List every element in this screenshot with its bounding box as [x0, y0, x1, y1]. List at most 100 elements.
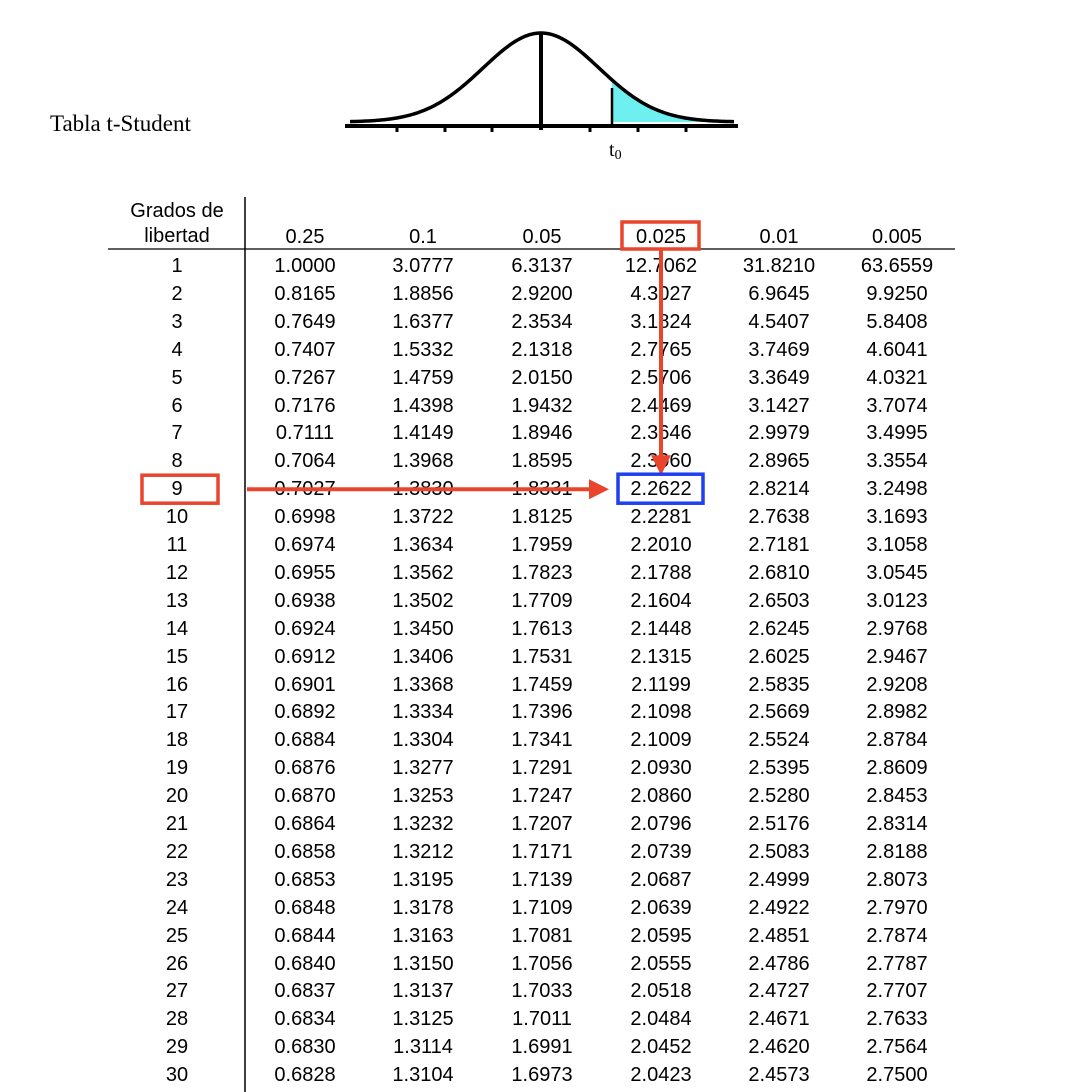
table-cell: 1.5332: [392, 338, 454, 361]
table-cell: 0.6998: [274, 506, 336, 529]
df-cell: 9: [171, 478, 183, 501]
table-cell: 3.1824: [630, 310, 692, 333]
table-cell: 1.3722: [392, 506, 454, 529]
df-cell: 27: [165, 980, 189, 1003]
table-cell: 2.7970: [866, 896, 928, 919]
table-cell: 2.2010: [630, 534, 692, 556]
df-cell: 22: [165, 840, 189, 863]
table-cell: 1.7109: [511, 896, 573, 919]
table-cell: 3.3649: [748, 366, 810, 389]
table-cell: 2.2622: [630, 478, 692, 501]
table-cell: 4.0321: [866, 366, 928, 389]
table-cell: 1.4398: [392, 394, 454, 417]
df-cell: 16: [165, 673, 189, 696]
table-cell: 2.8784: [866, 729, 928, 752]
table-cell: 2.1318: [511, 338, 573, 361]
table-cell: 1.3104: [392, 1064, 454, 1087]
table-cell: 3.7469: [748, 338, 810, 361]
table-cell: 2.9467: [866, 645, 928, 668]
table-cell: 2.4469: [630, 394, 692, 417]
table-cell: 1.4149: [392, 422, 454, 445]
column-header: 0.01: [759, 226, 799, 248]
table-cell: 0.6876: [274, 757, 336, 780]
table-cell: 0.7111: [275, 422, 335, 445]
column-header: 0.025: [635, 226, 687, 248]
table-cell: 3.0777: [392, 255, 454, 277]
table-cell: 2.5669: [748, 701, 810, 724]
table-cell: 0.6828: [274, 1064, 336, 1087]
df-header-line-2: libertad: [144, 225, 210, 247]
table-cell: 1.8856: [392, 282, 454, 305]
table-cell: 2.0452: [630, 1036, 692, 1059]
table-cell: 4.6041: [866, 338, 928, 361]
table-cell: 0.8165: [274, 282, 336, 305]
table-cell: 0.7267: [274, 366, 336, 389]
table-cell: 2.1604: [630, 589, 692, 612]
table-cell: 2.3646: [630, 422, 692, 445]
table-cell: 2.8314: [866, 813, 928, 835]
table-cell: 2.9208: [866, 673, 928, 696]
df-cell: 29: [165, 1036, 189, 1059]
table-cell: 0.6924: [274, 617, 336, 640]
table-cell: 2.4786: [748, 952, 810, 975]
table-cell: 1.7291: [511, 757, 573, 780]
table-cell: 1.7613: [511, 617, 573, 640]
table-cell: 9.9250: [866, 282, 928, 305]
table-cell: 1.3502: [392, 589, 454, 612]
table-cell: 0.6892: [274, 701, 336, 724]
df-cell: 21: [165, 813, 189, 835]
table-cell: 2.4922: [748, 896, 810, 919]
t0-label-main: t: [609, 139, 615, 161]
table-cell: 1.6973: [511, 1064, 573, 1087]
df-header-line-1: Grados de: [130, 200, 224, 222]
table-cell: 2.6503: [748, 589, 810, 612]
df-cell: 14: [165, 617, 189, 640]
table-cell: 1.7341: [511, 729, 573, 752]
table-cell: 1.7207: [511, 813, 573, 835]
page-title: Tabla t-Student: [50, 111, 191, 136]
table-cell: 3.0545: [866, 561, 928, 584]
table-cell: 2.0639: [630, 896, 692, 919]
table-cell: 1.3304: [392, 729, 454, 752]
df-cell: 23: [165, 868, 189, 891]
table-cell: 1.7033: [511, 980, 573, 1003]
table-cell: 3.1427: [748, 394, 810, 417]
table-cell: 2.3060: [630, 450, 692, 473]
t0-label-subscript: 0: [614, 148, 622, 163]
table-cell: 1.3830: [392, 478, 454, 501]
table-cell: 2.1009: [630, 729, 692, 752]
table-cell: 0.6837: [274, 980, 336, 1003]
table-cell: 0.6901: [274, 673, 336, 696]
table-cell: 2.1199: [631, 673, 691, 696]
table-cell: 2.6025: [748, 645, 810, 668]
table-cell: 1.7171: [511, 840, 573, 863]
table-cell: 2.9200: [511, 282, 573, 305]
table-cell: 2.7181: [748, 534, 810, 556]
table-cell: 3.1058: [866, 534, 928, 556]
table-cell: 1.6991: [511, 1036, 573, 1059]
table-cell: 0.6834: [274, 1008, 336, 1031]
table-cell: 2.5083: [748, 840, 810, 863]
table-cell: 2.7707: [866, 980, 928, 1003]
table-cell: 1.3406: [392, 645, 454, 668]
df-cell: 5: [171, 366, 183, 389]
table-cell: 0.6853: [274, 868, 336, 891]
table-cell: 63.6559: [860, 255, 934, 277]
table-cell: 1.8595: [511, 450, 573, 473]
table-cell: 2.7765: [630, 338, 692, 361]
table-cell: 1.7959: [511, 534, 573, 556]
table-cell: 1.3114: [393, 1036, 453, 1059]
table-cell: 0.6955: [274, 561, 336, 584]
column-header: 0.05: [522, 226, 562, 248]
df-cell: 8: [171, 450, 183, 473]
df-cell: 6: [171, 394, 183, 417]
table-cell: 0.6974: [274, 534, 336, 556]
table-cell: 2.1315: [630, 645, 692, 668]
table-cell: 0.7064: [274, 450, 336, 473]
table-cell: 1.3178: [392, 896, 454, 919]
table-cell: 2.0930: [630, 757, 692, 780]
table-cell: 2.8965: [748, 450, 810, 473]
table-cell: 1.7056: [511, 952, 573, 975]
table-cell: 1.3150: [392, 952, 454, 975]
table-cell: 1.3195: [392, 868, 454, 891]
